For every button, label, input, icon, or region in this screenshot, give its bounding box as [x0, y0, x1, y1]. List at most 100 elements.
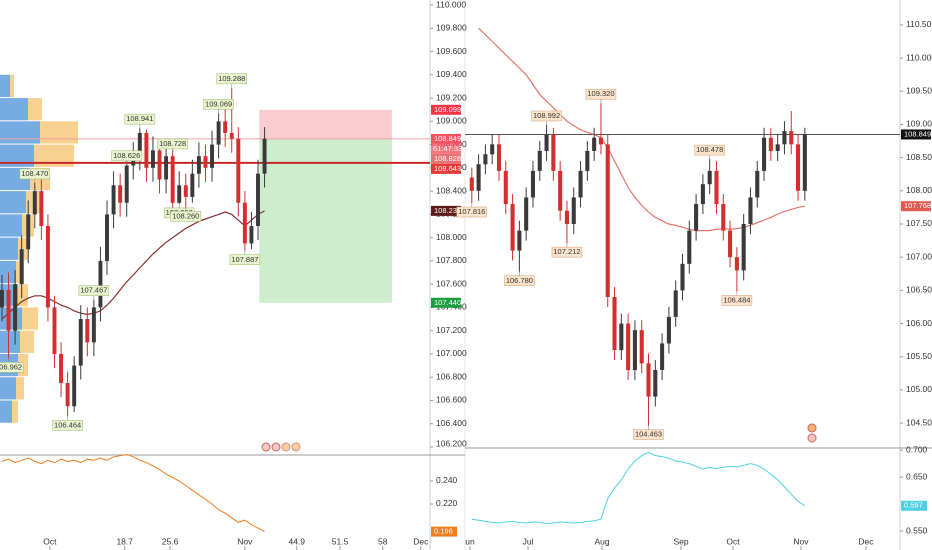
volume-profile-up: [0, 330, 20, 353]
y-tick-label: 106.500: [906, 285, 932, 295]
price-tag-label: 107.440: [434, 298, 461, 307]
candle-body: [177, 185, 182, 203]
candle-body: [229, 132, 234, 139]
candle-body: [755, 170, 760, 198]
candle-body: [26, 214, 31, 250]
volume-profile-up: [0, 98, 28, 121]
indicator-tag-label: 0.597: [904, 501, 923, 510]
annotation-label: 107.816: [458, 207, 485, 216]
annotation-label: 108.478: [696, 145, 723, 154]
volume-profile-down: [10, 74, 14, 98]
annotation-box: [157, 138, 188, 150]
y-tick-label: 106.800: [436, 371, 467, 381]
y-tick-label: 110.000: [906, 52, 932, 62]
annotation-box: [170, 211, 202, 222]
x-tick-label: Jul: [523, 536, 534, 546]
y-tick-label: 106.600: [436, 395, 467, 405]
indicator-tag: [901, 500, 927, 511]
candle-body: [476, 164, 481, 191]
price-tag-label: 107.768: [904, 201, 931, 210]
price-tag-label: 108.849: [904, 129, 931, 138]
x-tick-label: Nov: [237, 536, 253, 546]
candle-body: [530, 170, 536, 198]
candle-body: [196, 156, 201, 174]
price-tag-label: 108.828: [434, 154, 461, 163]
candle-body: [91, 307, 96, 343]
candle-body: [524, 197, 529, 231]
candle-body: [734, 257, 739, 271]
y-tick-label: 109.000: [906, 119, 932, 129]
x-tick-label: 25.6: [162, 536, 179, 546]
annotation-label: 106.464: [54, 420, 81, 429]
volume-profile-up: [0, 121, 40, 144]
price-tag: [431, 205, 461, 216]
candle-body: [72, 365, 77, 407]
x-tick-label: Aug: [594, 536, 609, 546]
y-tick-label: 105.500: [906, 351, 932, 361]
annotation-box: [229, 254, 261, 266]
annotation-box: [504, 275, 535, 287]
volume-profile-down: [28, 98, 42, 121]
candle-body: [98, 260, 103, 308]
candle-body: [256, 173, 260, 227]
price-tag: [431, 297, 461, 308]
candle-body: [164, 156, 169, 180]
candle-body: [118, 185, 123, 203]
candle-body: [632, 330, 637, 371]
x-tick-label: 51.5: [332, 536, 349, 546]
annotation-label: 106.780: [506, 276, 533, 285]
volume-profile-up: [0, 237, 18, 260]
candle-body: [483, 154, 488, 165]
x-tick-label: Nov: [793, 536, 809, 546]
countdown: 61:47:33: [433, 144, 462, 153]
candle-body: [242, 202, 247, 244]
candle-body: [728, 230, 733, 258]
candle-body: [707, 170, 712, 185]
candle-body: [216, 121, 221, 145]
x-tick-label: 18.7: [116, 536, 133, 546]
price-tag-label: 108.849: [434, 134, 461, 143]
candle-body: [544, 134, 549, 151]
candle-body: [510, 204, 515, 251]
indicator-line: [471, 451, 806, 525]
candle-body: [660, 343, 665, 371]
annotation-label: 107.467: [80, 286, 107, 295]
price-tag: [431, 133, 461, 144]
candle-body: [775, 144, 780, 151]
annotation-box: [203, 99, 234, 110]
candle-body: [673, 290, 678, 317]
candle-body: [210, 144, 215, 168]
annotation-box: [456, 206, 488, 218]
y-tick-label: 110.000: [436, 0, 466, 9]
annotation-box: [216, 73, 247, 85]
y-tick-label: 106.200: [436, 438, 467, 448]
candle-body: [223, 121, 228, 133]
annotation-box: [0, 362, 24, 373]
candle-body: [714, 170, 719, 205]
candle-body: [646, 363, 651, 397]
annotation-label: 108.626: [113, 151, 140, 160]
y-tick-label: 105.000: [906, 384, 932, 394]
candle-body: [666, 316, 671, 344]
position-target-zone: [259, 138, 392, 303]
indicator-tag: [431, 526, 457, 537]
y-tick-label: 109.000: [436, 116, 467, 126]
candle-body: [578, 170, 583, 198]
indicator-tick-label: 0.220: [436, 498, 458, 508]
volume-profile-up: [0, 144, 34, 167]
price-tag: [901, 129, 931, 140]
candle-body: [124, 165, 129, 203]
candle-body: [137, 132, 142, 157]
indicator-tick-label: 0.550: [906, 525, 928, 535]
annotation-label: 109.069: [205, 99, 232, 108]
annotation-box: [694, 144, 725, 156]
candle-body: [517, 230, 522, 251]
candle-body: [39, 191, 44, 227]
candle-body: [537, 150, 542, 171]
annotation-label: 107.212: [553, 247, 580, 256]
volume-profile-down: [16, 377, 24, 400]
candle-body: [45, 226, 50, 308]
annotation-box: [52, 420, 83, 431]
candle-body: [469, 177, 474, 191]
